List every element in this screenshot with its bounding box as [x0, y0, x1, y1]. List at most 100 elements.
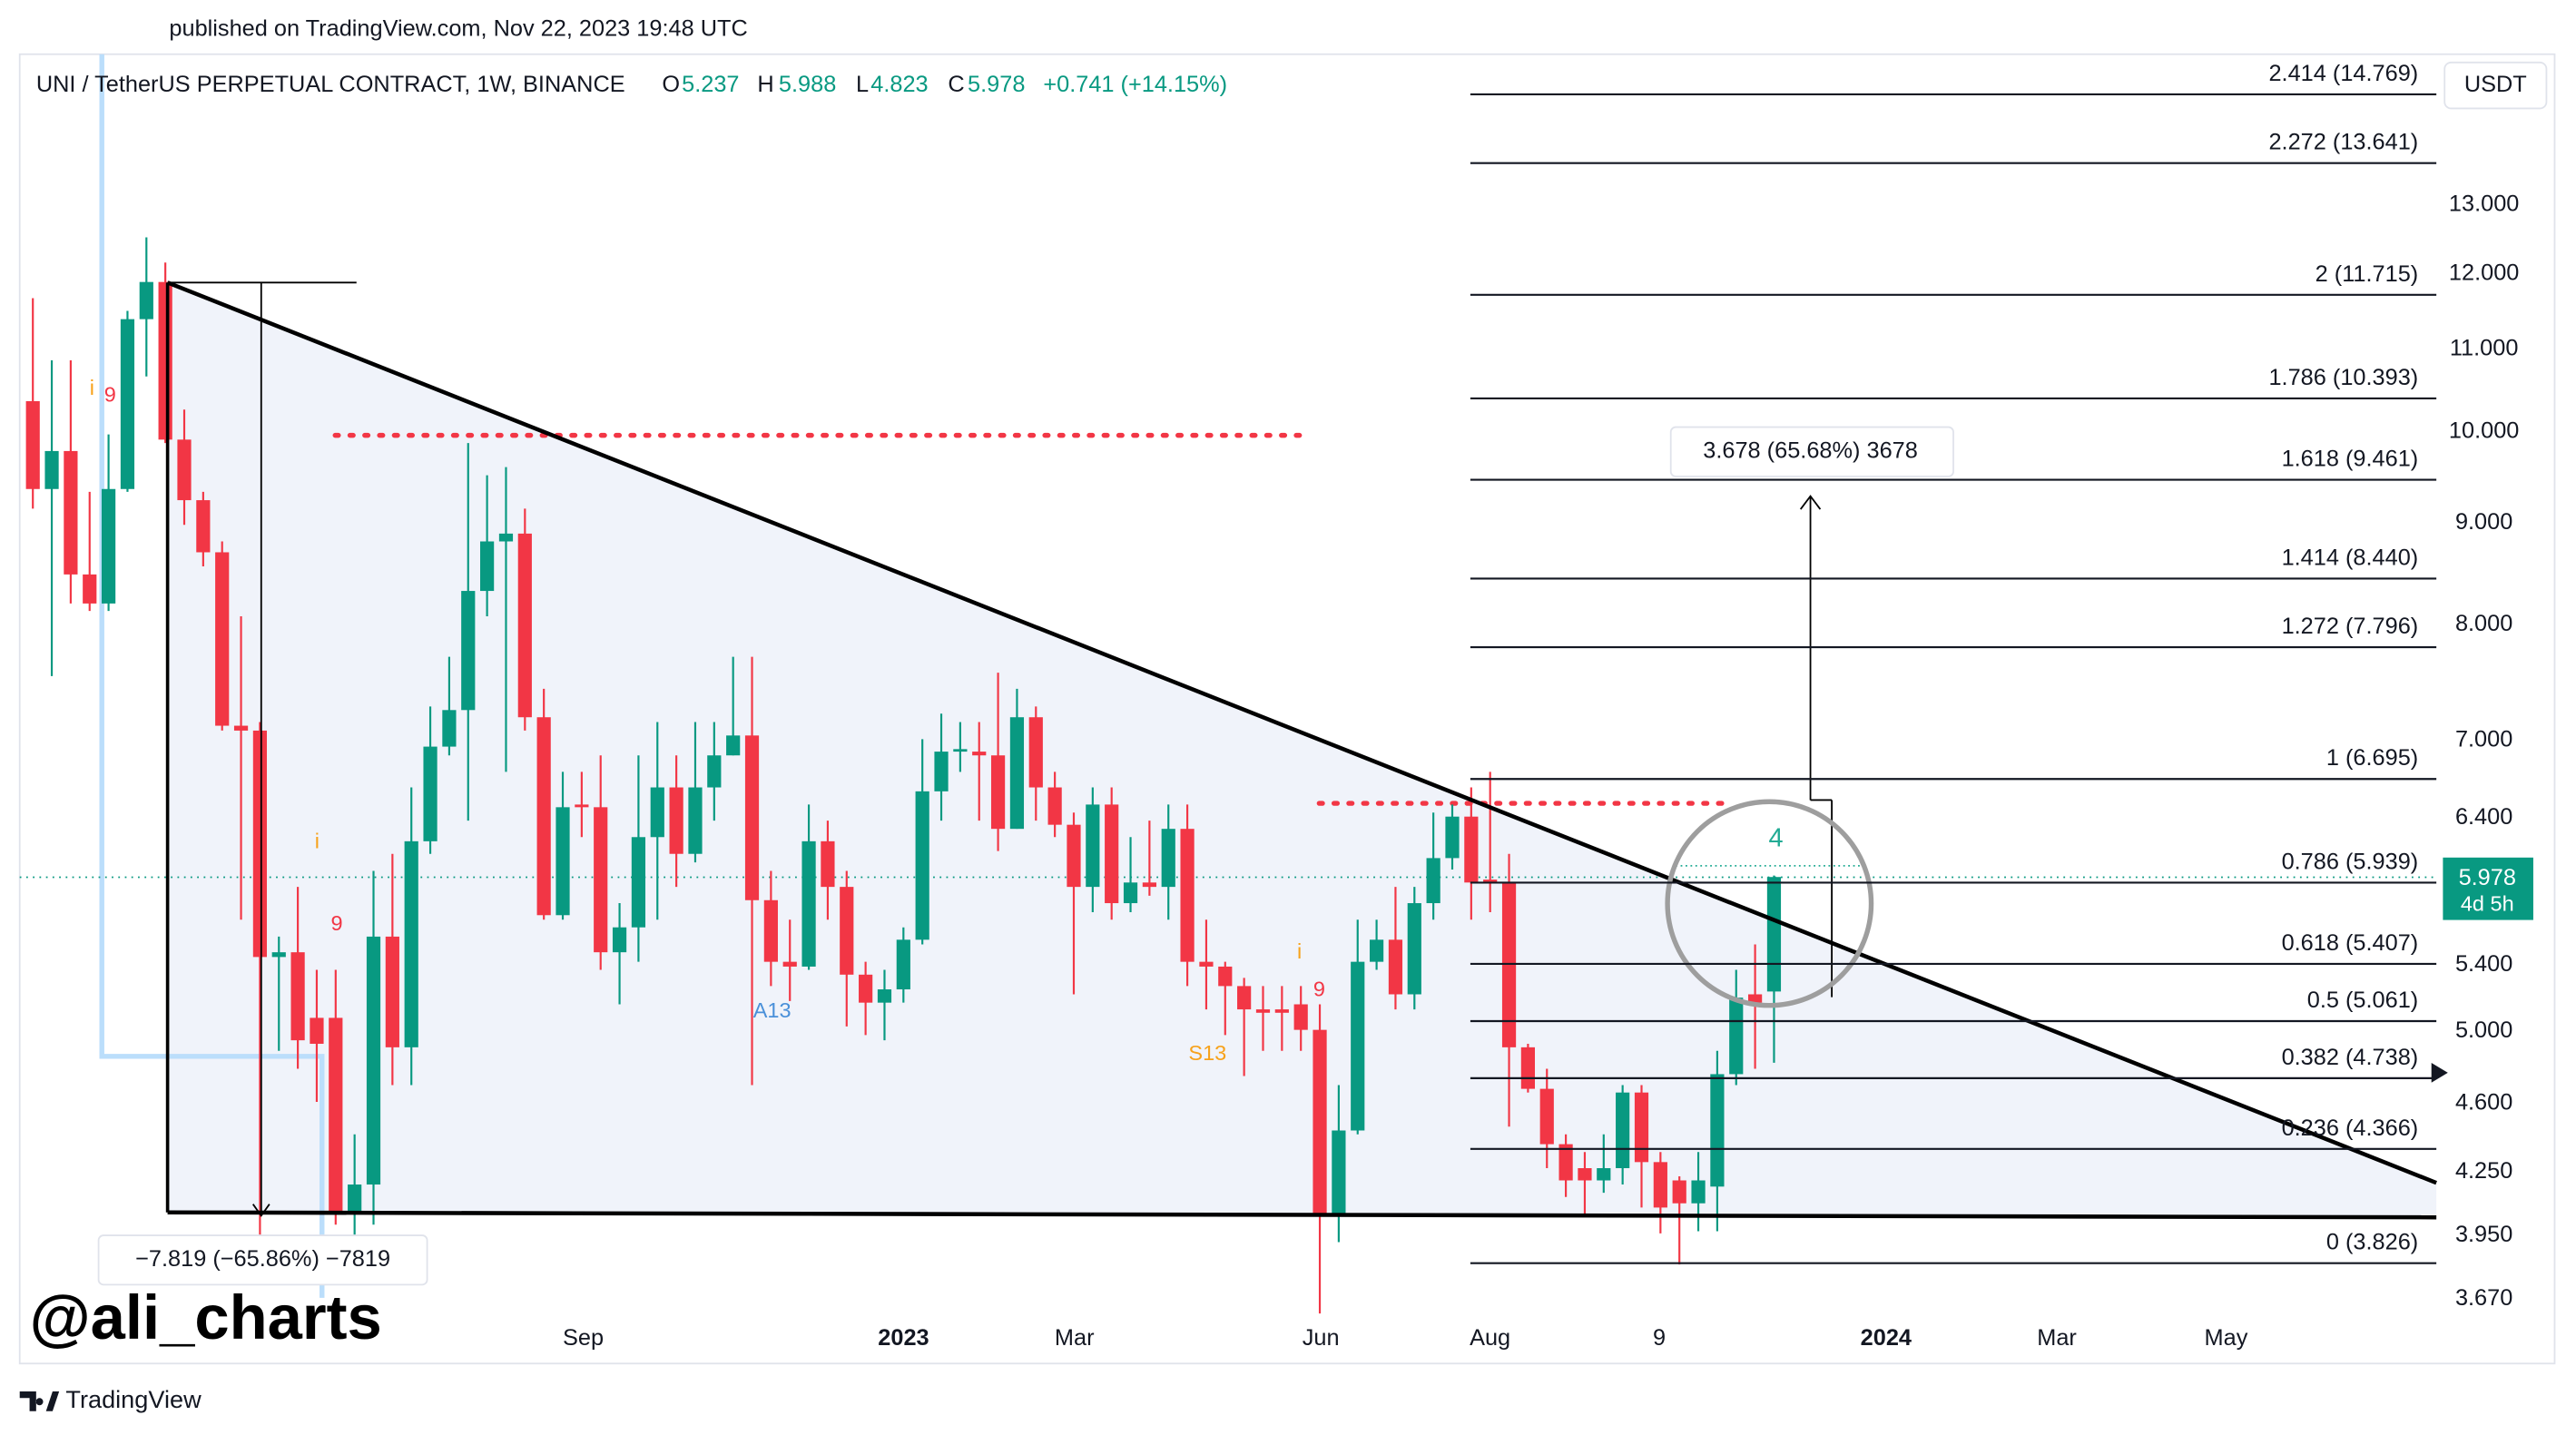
candle-body — [1710, 1074, 1725, 1187]
candle-body — [1388, 939, 1403, 995]
fib-label: 0.618 (5.407) — [2282, 930, 2419, 956]
candle-body — [859, 974, 873, 1003]
measure-box — [97, 1234, 428, 1286]
last-price: 5.978 — [2459, 865, 2516, 890]
y-tick-label: 3.670 — [2455, 1285, 2512, 1311]
candle-body — [915, 791, 929, 940]
candle-body — [1199, 961, 1214, 967]
candle-body — [707, 755, 722, 788]
candle-body — [1067, 824, 1081, 888]
candle-body — [1086, 804, 1100, 888]
fib-label: 1.272 (7.796) — [2282, 614, 2419, 639]
currency: USDT — [2464, 72, 2527, 97]
candle-body — [650, 787, 664, 838]
td-label: i — [315, 830, 320, 853]
candle-body — [896, 939, 910, 990]
high-value: 5.988 — [779, 72, 836, 97]
candle-body — [669, 787, 683, 854]
candle-body — [1578, 1168, 1592, 1181]
measure-box — [1669, 426, 1954, 477]
candle-body — [1653, 1162, 1667, 1208]
ohlc-letter: H — [757, 72, 773, 97]
measure-label: 3.678 (65.68%) 3678 — [1703, 437, 1918, 463]
y-tick-label: 9.000 — [2455, 509, 2512, 535]
candle-body — [972, 752, 987, 756]
td-label: i — [1297, 939, 1302, 963]
close-value: 5.978 — [968, 72, 1025, 97]
triangle-fill — [167, 282, 2437, 1218]
y-tick-label: 12.000 — [2449, 260, 2519, 286]
candle-body — [1218, 966, 1233, 987]
trendline-upper — [166, 280, 2437, 1185]
x-tick-label: Mar — [2037, 1325, 2077, 1351]
candle-body — [44, 450, 59, 489]
candle-body — [840, 887, 854, 975]
candle-body — [461, 591, 476, 711]
x-tick-label: Aug — [1470, 1325, 1510, 1351]
td-label: S13 — [1188, 1041, 1226, 1065]
countdown: 4d 5h — [2461, 892, 2514, 916]
chart-frame — [18, 53, 2556, 1365]
candle-body — [101, 488, 116, 604]
candle-body — [1616, 1092, 1630, 1169]
fib-label: 0.5 (5.061) — [2307, 988, 2419, 1013]
candle-body — [25, 400, 40, 489]
candle-body — [290, 952, 305, 1041]
change: +0.741 (+14.15%) — [1043, 72, 1227, 97]
candles — [25, 237, 1782, 1314]
candle-body — [1464, 816, 1479, 883]
candle-body — [877, 989, 892, 1003]
highlight-circle — [1665, 799, 1874, 1008]
symbol: UNI / TetherUS PERPETUAL CONTRACT, 1W, B… — [36, 72, 625, 97]
x-tick-label: Sep — [563, 1325, 604, 1351]
currency-box[interactable] — [2443, 61, 2548, 110]
candle-body — [1729, 998, 1744, 1075]
candle-body — [1313, 1029, 1327, 1214]
fib-label: 0.382 (4.738) — [2282, 1045, 2419, 1070]
candle-body — [1105, 804, 1119, 904]
logo-icon — [19, 1391, 60, 1411]
fib-label: 1 (6.695) — [2326, 745, 2418, 771]
fib-label: 2.414 (14.769) — [2268, 61, 2418, 86]
candle-body — [64, 450, 78, 575]
ohlc-letter: L — [856, 72, 869, 97]
candle-body — [744, 735, 760, 900]
candle-body — [612, 927, 627, 953]
candle-body — [1558, 1144, 1573, 1181]
candle-body — [517, 533, 532, 718]
candle-body — [1123, 882, 1138, 904]
y-tick-label: 5.000 — [2455, 1017, 2512, 1043]
x-tick-label: Mar — [1055, 1325, 1095, 1351]
candle-body — [480, 541, 495, 592]
candle-body — [1274, 1009, 1289, 1013]
candle-body — [385, 936, 399, 1047]
candle-body — [821, 840, 835, 888]
candle-body — [688, 787, 703, 854]
candle-body — [1520, 1047, 1535, 1089]
candle-body — [120, 319, 135, 489]
published-note: published on TradingView.com, Nov 22, 20… — [169, 15, 747, 41]
fib-label: 1.618 (9.461) — [2282, 447, 2419, 472]
y-tick-label: 13.000 — [2449, 191, 2519, 216]
fib-levels: 2.414 (14.769) 2.272 (13.641) 2 (11.715) 1.… — [1470, 61, 2437, 1264]
candle-body — [953, 749, 968, 752]
fib-label: 0.236 (4.366) — [2282, 1116, 2419, 1141]
y-tick-label: 4.250 — [2455, 1158, 2512, 1184]
td-label: 4 — [1769, 824, 1784, 853]
candle-body — [575, 804, 589, 808]
fib-label: 1.414 (8.440) — [2282, 545, 2419, 570]
fib-label: 2.272 (13.641) — [2268, 130, 2418, 155]
candle-body — [1293, 1004, 1308, 1030]
candle-body — [934, 752, 949, 791]
candle-body — [1142, 882, 1156, 888]
y-tick-label: 7.000 — [2455, 726, 2512, 752]
x-tick-label: 9 — [1653, 1325, 1666, 1351]
x-tick-label: 2023 — [878, 1325, 929, 1351]
candle-body — [1445, 816, 1460, 859]
candle-body — [990, 755, 1006, 830]
candle-body — [271, 952, 286, 958]
td-label: 9 — [104, 382, 116, 406]
x-tick-label: Jun — [1303, 1325, 1340, 1351]
candle-body — [1047, 787, 1062, 825]
